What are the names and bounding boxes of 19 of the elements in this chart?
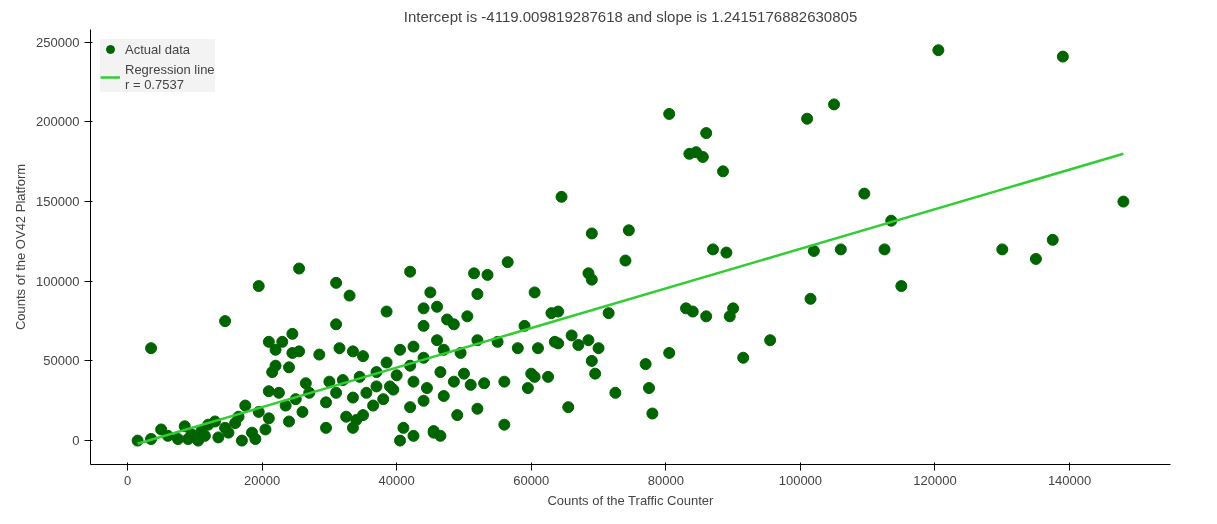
x-tick-label: 140000 [1047,472,1092,488]
x-tick-label: 120000 [913,472,957,488]
y-tick-label: 150000 [36,194,80,210]
y-tick-label: 100000 [36,273,80,289]
y-tick-label: 50000 [43,353,80,369]
y-tick-label: 250000 [36,34,80,50]
x-tick-label: 60000 [513,472,550,488]
x-tick-label: 0 [123,472,132,488]
y-tick-label: 200000 [36,114,80,130]
x-tick-label: 20000 [244,472,281,488]
x-tick-label: 100000 [778,472,823,488]
y-axis-title: Counts of the OV42 Platform [13,163,29,331]
legend-label: Actual data [125,41,191,57]
x-axis-title: Counts of the Traffic Counter [547,492,715,508]
x-tick-label: 80000 [647,472,684,488]
y-tick-label: 0 [72,433,80,449]
chart-title: Intercept is -4119.009819287618 and slope is 1.2415176882630805 [403,7,858,25]
legend-label: Regression line r = 0.7537 [125,62,215,92]
x-tick-label: 40000 [378,472,415,488]
